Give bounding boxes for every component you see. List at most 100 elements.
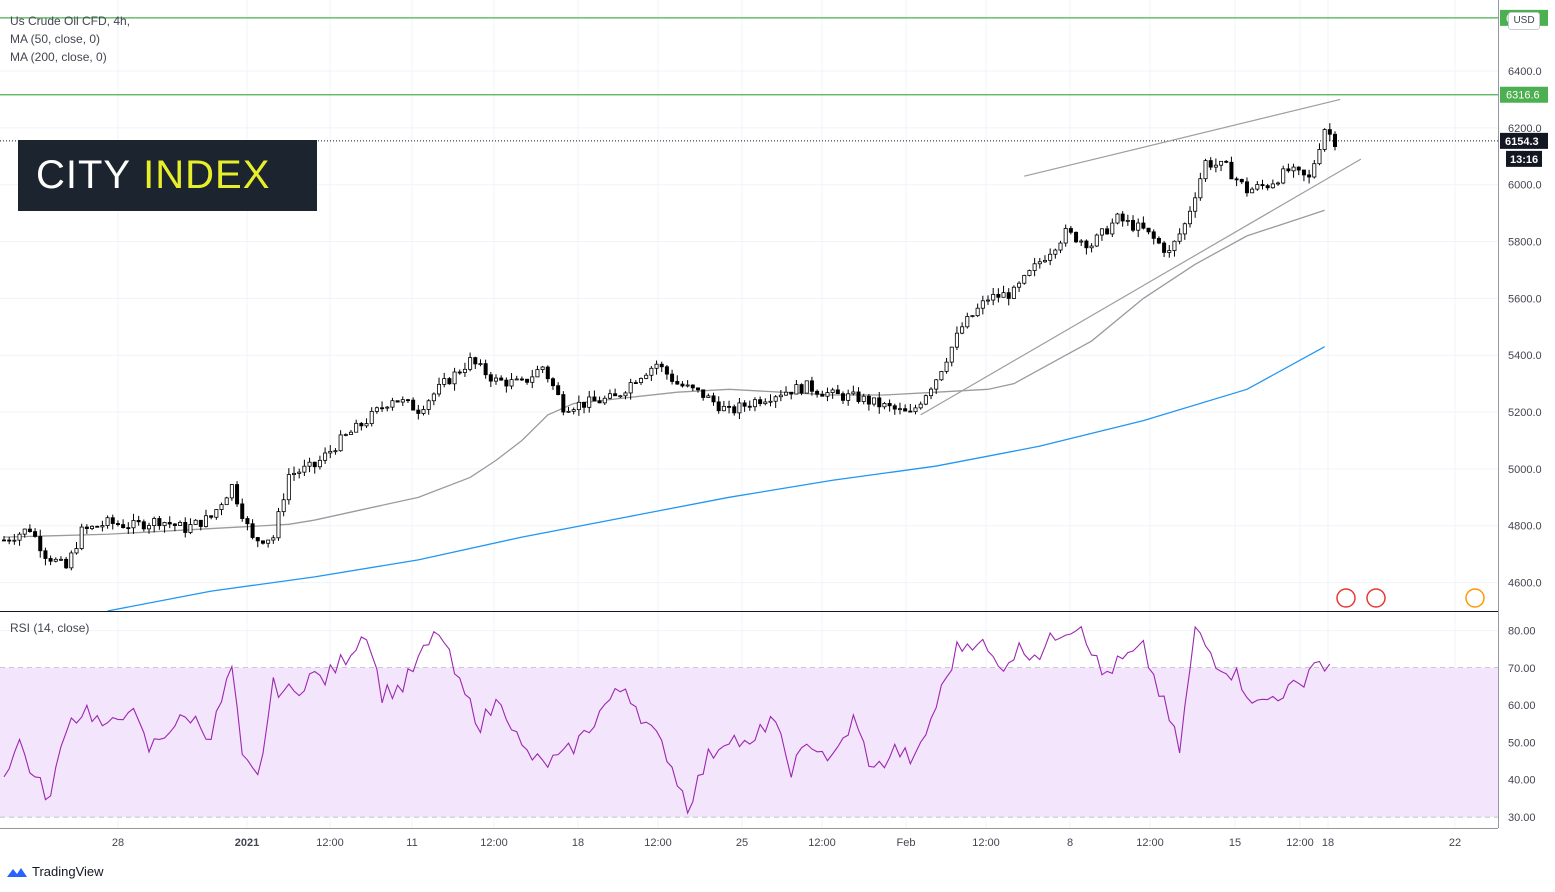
candle-body: [954, 332, 959, 348]
candle-body: [566, 410, 571, 413]
symbol-legend[interactable]: Us Crude Oil CFD, 4h,: [10, 14, 131, 28]
candle-body: [784, 391, 789, 396]
candle-body: [1146, 227, 1151, 233]
candle-body: [468, 357, 473, 370]
channel-line[interactable]: [920, 158, 1362, 416]
event-markers[interactable]: [1336, 588, 1485, 608]
candle-body: [742, 402, 747, 407]
last-price-tag[interactable]: [1500, 132, 1548, 149]
candle-body: [747, 405, 752, 408]
candle-body: [778, 394, 783, 398]
time-tick-label: 15: [1229, 837, 1241, 849]
candle-body: [727, 405, 732, 408]
candle-body: [1281, 168, 1286, 184]
candle-body: [675, 381, 680, 385]
candle-body: [991, 293, 996, 301]
candle-body: [525, 378, 530, 383]
rsi-axis[interactable]: 30.00 40.00 50.00 60.00 70.00 80.00: [1508, 626, 1536, 824]
candle-body: [343, 434, 348, 436]
candle-body: [918, 403, 923, 409]
candle-body: [380, 407, 385, 410]
candle-body: [960, 326, 965, 334]
candle-body: [556, 385, 561, 396]
candle-body: [820, 393, 825, 397]
time-tick-label: 12:00: [1286, 837, 1314, 849]
candle-body: [613, 393, 618, 397]
ma50-legend[interactable]: MA (50, close, 0): [10, 32, 101, 46]
candle-body: [1224, 160, 1229, 163]
level-price-tag[interactable]: [1500, 86, 1548, 103]
candle-body: [1229, 161, 1234, 180]
candle-body: [851, 391, 856, 395]
candle-body: [835, 389, 840, 395]
candle-body: [405, 399, 410, 402]
candle-body: [737, 402, 742, 414]
flag-icon[interactable]: [1336, 588, 1356, 608]
time-tick-label: 11: [406, 837, 417, 849]
last-price-label: 6154.3: [1505, 136, 1539, 148]
flag-icon[interactable]: [1366, 588, 1386, 608]
rsi-tick-label: 70.00: [1508, 663, 1536, 675]
candle-body: [203, 515, 208, 527]
candle-body: [1219, 160, 1224, 166]
candle-body: [17, 533, 22, 541]
candle-body: [1312, 163, 1317, 178]
candle-body: [74, 548, 79, 554]
candle-body: [473, 357, 478, 365]
candle-body: [1037, 261, 1042, 265]
candle-body: [846, 393, 851, 401]
candle-body: [374, 407, 379, 412]
candle-body: [235, 484, 240, 505]
candle-body: [359, 422, 364, 427]
candle-body: [141, 521, 146, 530]
candle-body: [825, 392, 830, 397]
candle-body: [1053, 249, 1058, 255]
candle-body: [1156, 237, 1161, 244]
rsi-legend[interactable]: RSI (14, close): [10, 621, 90, 635]
candle-body: [152, 518, 157, 526]
candle-body: [79, 526, 84, 549]
candle-body: [1255, 184, 1260, 190]
trend-channel[interactable]: [920, 98, 1362, 416]
candle-body: [659, 363, 664, 368]
candle-body: [260, 540, 265, 544]
candle-body: [628, 382, 633, 394]
candle-body: [711, 395, 716, 403]
candle-body: [597, 400, 602, 404]
candle-body: [949, 346, 954, 363]
candle-body: [1136, 222, 1141, 231]
candle-body: [1187, 210, 1192, 225]
flag-icon[interactable]: [1465, 588, 1485, 608]
candle-body: [183, 521, 188, 533]
countdown-label: 13:16: [1510, 154, 1538, 166]
candle-body: [126, 527, 131, 530]
channel-line[interactable]: [1024, 98, 1341, 177]
price-axis[interactable]: 4600.0 4800.0 5000.0 5200.0 5400.0 5600.0 5800…: [1500, 9, 1548, 590]
candle-body: [2, 539, 7, 542]
candle-body: [618, 395, 623, 398]
candle-body: [452, 371, 457, 385]
currency-badge[interactable]: USD: [1508, 12, 1540, 30]
price-tick-label: 5600.0: [1508, 293, 1542, 305]
tradingview-icon: [7, 867, 27, 877]
candle-body: [1006, 292, 1011, 299]
candle-body: [1162, 242, 1167, 253]
time-tick-label: 18: [1322, 837, 1334, 849]
time-axis[interactable]: 28 2021 12:00 11 12:00 18 12:00 25 12:00 Feb 12:00…: [112, 837, 1461, 849]
candle-body: [1327, 129, 1332, 135]
candle-body: [1317, 149, 1322, 165]
candle-body: [1265, 185, 1270, 189]
time-tick-label: 12:00: [644, 837, 672, 849]
candle-body: [892, 405, 897, 410]
ma200-legend[interactable]: MA (200, close, 0): [10, 50, 107, 64]
candle-body: [799, 384, 804, 394]
tradingview-brand[interactable]: TradingView: [6, 864, 104, 879]
candle-body: [1048, 253, 1053, 261]
time-tick-label: 2021: [235, 837, 259, 849]
candle-body: [1239, 178, 1244, 183]
candle-body: [27, 528, 32, 532]
candle-body: [535, 369, 540, 378]
candle-body: [193, 519, 198, 525]
city-index-logo: CITY INDEX: [18, 140, 317, 211]
